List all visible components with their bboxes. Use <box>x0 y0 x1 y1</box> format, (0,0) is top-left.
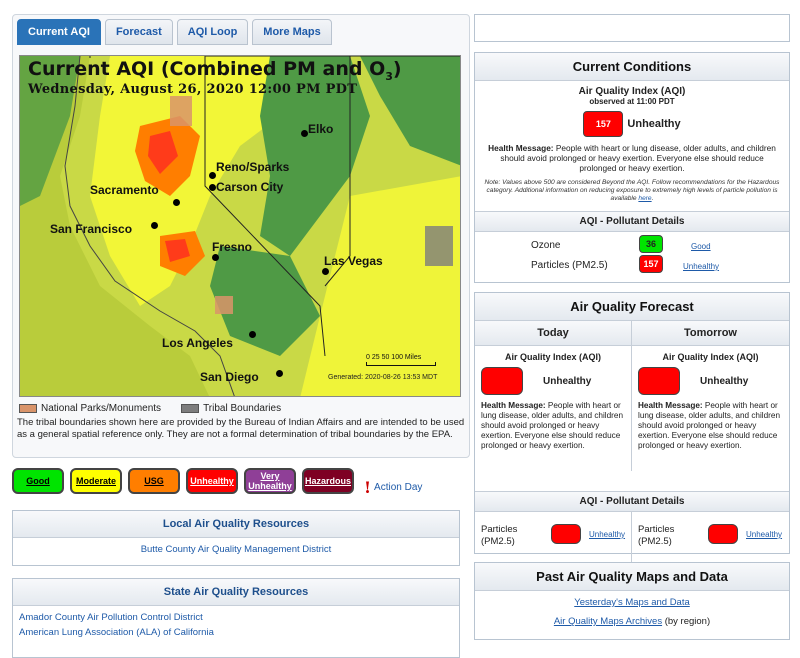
archives-suffix: (by region) <box>664 616 711 627</box>
forecast-tomorrow-pollutant: Particles (PM2.5) Unhealthy <box>632 512 789 562</box>
city-label-fresno: Fresno <box>212 240 253 254</box>
city-dot <box>276 370 283 377</box>
past-maps-box: Past Air Quality Maps and Data Yesterday… <box>474 562 790 640</box>
city-label-las-vegas: Las Vegas <box>324 254 383 268</box>
forecast-category: Unhealthy <box>700 375 749 387</box>
forecast-aqi-badge <box>481 367 523 395</box>
forecast-pollutant-title: AQI - Pollutant Details <box>475 491 789 512</box>
city-label-sacramento: Sacramento <box>90 183 159 197</box>
city-label-san-francisco: San Francisco <box>50 222 133 236</box>
maps-archives-link[interactable]: Air Quality Maps Archives <box>553 616 663 627</box>
pollutant-name: Ozone <box>531 240 561 251</box>
aqi-moderate-button[interactable]: Moderate <box>70 468 122 494</box>
current-conditions-box: Current Conditions Air Quality Index (AQ… <box>474 52 790 283</box>
map-panel: Current AQI Forecast AQI Loop More Maps <box>12 14 470 458</box>
aqi-map: Current AQI (Combined PM and O3) Wednesd… <box>19 55 461 397</box>
current-health-message: Health Message: People with heart or lun… <box>488 143 776 173</box>
tab-more-maps[interactable]: More Maps <box>252 19 332 45</box>
observed-time: observed at 11:00 PDT <box>589 97 675 106</box>
forecast-today: Today Air Quality Index (AQI) Unhealthy … <box>475 321 632 471</box>
map-scale: 0 25 50 100 Miles <box>366 354 436 366</box>
pollutant-name: Particles (PM2.5) <box>531 260 608 271</box>
aqi-category-buttons: Good Moderate USG Unhealthy Very Unhealt… <box>12 468 422 497</box>
city-label-san-diego: San Diego <box>200 370 259 384</box>
map-title: Current AQI (Combined PM and O3) <box>28 58 402 83</box>
current-pollutant-title: AQI - Pollutant Details <box>475 211 789 232</box>
current-pollutant-table: Ozone 36 Good Particles (PM2.5) 157 Unhe… <box>475 232 789 276</box>
map-generated: Generated: 2020-08-26 13:53 MDT <box>328 374 438 381</box>
forecast-day-name: Tomorrow <box>632 321 789 346</box>
state-resource-link[interactable]: Amador County Air Pollution Control Dist… <box>19 612 203 623</box>
city-dot <box>301 130 308 137</box>
forecast-pollutant-link[interactable]: Unhealthy <box>746 530 783 539</box>
city-dot <box>249 331 256 338</box>
forecast-pollutant-badge <box>708 524 738 544</box>
city-dot <box>173 199 180 206</box>
city-dot <box>212 254 219 261</box>
aqi-hazardous-button[interactable]: Hazardous <box>302 468 354 494</box>
tab-bar: Current AQI Forecast AQI Loop More Maps <box>17 19 332 45</box>
state-resource-link[interactable]: American Lung Association (ALA) of Calif… <box>19 627 214 638</box>
forecast-aqi-label: Air Quality Index (AQI) <box>504 352 601 362</box>
current-conditions-title: Current Conditions <box>475 53 789 81</box>
aqi-unhealthy-button[interactable]: Unhealthy <box>186 468 238 494</box>
aqi-good-button[interactable]: Good <box>12 468 64 494</box>
tribal-note: The tribal boundaries shown here are pro… <box>17 417 465 440</box>
tab-current-aqi[interactable]: Current AQI <box>17 19 101 45</box>
tribal-swatch <box>181 404 200 413</box>
city-dot <box>209 184 216 191</box>
forecast-pollutant-link[interactable]: Unhealthy <box>589 530 626 539</box>
tribal-legend-label: Tribal Boundaries <box>203 403 282 414</box>
current-aqi-badge: 157 <box>583 111 624 137</box>
beyond-aqi-note: Note: Values above 500 are considered Be… <box>484 179 780 202</box>
forecast-aqi-label: Air Quality Index (AQI) <box>662 352 759 362</box>
tab-forecast[interactable]: Forecast <box>104 19 173 45</box>
past-maps-title: Past Air Quality Maps and Data <box>475 563 789 591</box>
state-resources-title: State Air Quality Resources <box>13 579 459 606</box>
forecast-pollutant-name: Particles (PM2.5) <box>481 524 518 547</box>
current-aqi-category: Unhealthy <box>627 118 681 130</box>
forecast-aqi-badge <box>638 367 680 395</box>
city-label-reno: Reno/Sparks <box>216 160 290 174</box>
forecast-health-message: Health Message: People with heart or lun… <box>638 401 781 450</box>
parks-swatch <box>19 404 37 413</box>
pm25-category-link[interactable]: Unhealthy <box>683 262 720 271</box>
local-resource-link[interactable]: Butte County Air Quality Management Dist… <box>140 544 332 555</box>
current-aqi-label: Air Quality Index (AQI) <box>578 86 686 97</box>
ozone-value-badge: 36 <box>639 235 663 253</box>
local-resources-box: Local Air Quality Resources Butte County… <box>12 510 460 566</box>
yesterday-maps-link[interactable]: Yesterday's Maps and Data <box>574 597 690 608</box>
parks-legend-label: National Parks/Monuments <box>41 403 162 414</box>
map-legend: National Parks/Monuments Tribal Boundari… <box>19 403 281 414</box>
city-label-los-angeles: Los Angeles <box>162 336 233 350</box>
forecast-pollutant-name: Particles (PM2.5) <box>638 524 675 547</box>
forecast-pollutant-badge <box>551 524 581 544</box>
local-resources-title: Local Air Quality Resources <box>13 511 459 538</box>
state-resources-box: State Air Quality Resources Amador Count… <box>12 578 460 658</box>
note-here-link[interactable]: here <box>638 195 652 202</box>
tab-aqi-loop[interactable]: AQI Loop <box>176 19 249 45</box>
pm25-value-badge: 157 <box>639 255 663 273</box>
forecast-box: Air Quality Forecast Today Air Quality I… <box>474 292 790 562</box>
forecast-category: Unhealthy <box>543 375 592 387</box>
city-dot <box>151 222 158 229</box>
forecast-title: Air Quality Forecast <box>475 293 789 321</box>
forecast-health-message: Health Message: People with heart or lun… <box>481 401 624 450</box>
aqi-usg-button[interactable]: USG <box>128 468 180 494</box>
forecast-today-pollutant: Particles (PM2.5) Unhealthy <box>475 512 632 562</box>
forecast-tomorrow: Tomorrow Air Quality Index (AQI) Unhealt… <box>632 321 789 471</box>
exclamation-icon: ! <box>364 478 372 497</box>
action-day-link[interactable]: ! Action Day <box>364 478 423 497</box>
map-datetime: Wednesday, August 26, 2020 12:00 PM PDT <box>28 82 358 97</box>
ozone-category-link[interactable]: Good <box>691 242 711 251</box>
city-label-elko: Elko <box>308 122 334 136</box>
forecast-day-name: Today <box>475 321 631 346</box>
top-empty-box <box>474 14 790 42</box>
aqi-very-unhealthy-button[interactable]: Very Unhealthy <box>244 468 296 494</box>
city-dot <box>322 268 329 275</box>
aqi-map-graphic <box>20 56 460 396</box>
city-dot <box>209 172 216 179</box>
city-label-carson-city: Carson City <box>216 180 284 194</box>
